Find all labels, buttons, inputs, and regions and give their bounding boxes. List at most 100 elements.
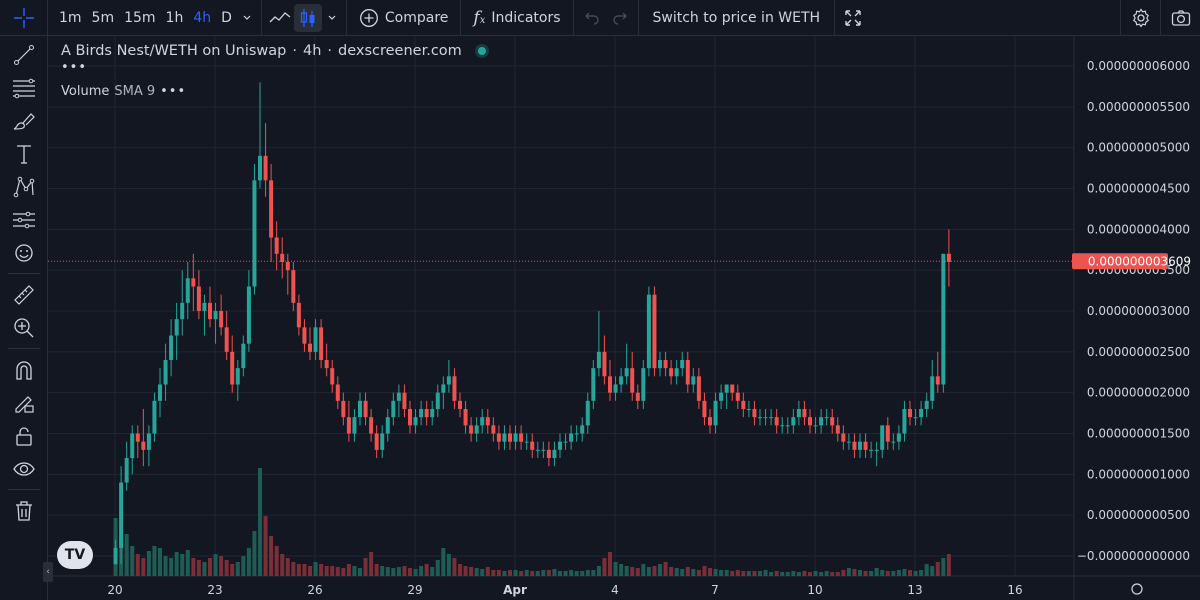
- indicators-button[interactable]: fx Indicators: [465, 0, 568, 36]
- candle-body: [769, 417, 774, 419]
- candle-body: [513, 433, 518, 442]
- volume-bar: [596, 566, 601, 576]
- candlestick-chart-icon[interactable]: [293, 3, 322, 32]
- pattern-tool-icon[interactable]: [0, 170, 48, 203]
- candle-body: [652, 294, 657, 369]
- volume-bar: [246, 548, 251, 576]
- timeframe-4h[interactable]: 4h: [193, 9, 212, 26]
- volume-bar: [908, 570, 912, 576]
- candle-body: [863, 441, 868, 450]
- candle-body: [785, 425, 790, 427]
- volume-bar: [474, 568, 479, 576]
- lock-icon[interactable]: [0, 419, 48, 452]
- volume-bar: [780, 572, 785, 576]
- brush-icon[interactable]: [0, 104, 48, 137]
- volume-bar: [802, 571, 807, 576]
- switch-price-button[interactable]: Switch to price in WETH: [652, 9, 821, 26]
- candle-body: [146, 433, 151, 450]
- timeframe-D[interactable]: D: [221, 9, 232, 26]
- volume-bar: [419, 566, 424, 576]
- candle-body: [208, 302, 212, 320]
- settings-gear-icon[interactable]: [1120, 0, 1160, 36]
- candle-body: [913, 417, 918, 419]
- price-chart[interactable]: 0.000000006000 0.000000005500 0.0000000050…: [48, 36, 1200, 600]
- volume-bar: [835, 572, 840, 576]
- volume-bar: [196, 560, 201, 576]
- candle-body: [408, 409, 412, 426]
- candle-body: [569, 433, 574, 442]
- price-tick-label: 0.000000005500: [1087, 100, 1190, 114]
- volume-bar: [430, 567, 435, 576]
- chart-type-chevron-icon[interactable]: [322, 0, 342, 36]
- volume-bar: [185, 550, 190, 576]
- fullscreen-icon[interactable]: [839, 4, 867, 32]
- candle-body: [452, 376, 457, 401]
- volume-bar: [463, 566, 468, 576]
- volume-bar: [202, 562, 207, 576]
- volume-bar: [763, 570, 768, 576]
- volume-bar: [569, 570, 574, 576]
- volume-bar: [774, 571, 779, 576]
- timeframe-1m[interactable]: 1m: [59, 9, 82, 26]
- timeframe-dropdown-chevron-icon[interactable]: [237, 0, 257, 36]
- price-tick-label: −0.000000000000: [1077, 549, 1190, 563]
- volume-bar: [285, 558, 290, 576]
- candle-body: [135, 433, 140, 442]
- compare-button[interactable]: Compare: [351, 0, 457, 36]
- horizontal-lines-icon[interactable]: [0, 71, 48, 104]
- volume-bar: [524, 570, 529, 576]
- candle-body: [885, 425, 890, 442]
- volume-bar: [469, 567, 474, 576]
- crosshair-icon[interactable]: [0, 0, 48, 36]
- lock-pencil-icon[interactable]: [0, 386, 48, 419]
- collapse-chevron-icon[interactable]: ‹: [43, 562, 53, 582]
- candle-body: [680, 360, 685, 369]
- candle-body: [558, 441, 562, 450]
- zoom-in-icon[interactable]: [0, 311, 48, 344]
- line-chart-icon[interactable]: [266, 4, 294, 32]
- candle-body: [713, 400, 718, 426]
- volume-bar: [652, 566, 657, 576]
- timeframe-15m[interactable]: 15m: [124, 9, 156, 26]
- candle-body: [874, 449, 879, 451]
- candle-body: [413, 417, 418, 426]
- candle-body: [424, 409, 429, 418]
- timeframe-1h[interactable]: 1h: [165, 9, 184, 26]
- legend-more-button[interactable]: •••: [61, 60, 88, 75]
- trend-line-icon[interactable]: [0, 38, 48, 71]
- camera-snapshot-icon[interactable]: [1160, 0, 1200, 36]
- redo-icon[interactable]: [606, 4, 634, 32]
- volume-more-button[interactable]: •••: [160, 84, 187, 99]
- emoji-icon[interactable]: [0, 236, 48, 269]
- candle-body: [152, 400, 157, 434]
- volume-bar: [191, 558, 196, 576]
- timeframe-5m[interactable]: 5m: [91, 9, 115, 26]
- volume-bar: [546, 570, 551, 576]
- forecast-tool-icon[interactable]: [0, 203, 48, 236]
- function-icon: fx: [473, 7, 486, 28]
- candle-body: [352, 417, 357, 434]
- time-axis[interactable]: 20 23 26 29 Apr 4 7 10 13 16: [107, 583, 1143, 597]
- ruler-icon[interactable]: [0, 278, 48, 311]
- volume-bar: [358, 568, 362, 576]
- volume-bar: [346, 564, 351, 576]
- volume-bar: [146, 551, 151, 576]
- candle-body: [813, 425, 818, 427]
- text-tool-icon[interactable]: [0, 137, 48, 170]
- candle-body: [919, 409, 924, 418]
- undo-icon[interactable]: [578, 4, 606, 32]
- volume-bar: [852, 569, 857, 576]
- magnet-icon[interactable]: [0, 353, 48, 386]
- candle-body: [646, 294, 651, 369]
- eye-icon[interactable]: [0, 452, 48, 485]
- volume-bar: [552, 569, 557, 576]
- price-axis[interactable]: 0.000000006000 0.000000005500 0.0000000050…: [1072, 59, 1191, 563]
- volume-bar: [558, 571, 562, 576]
- volume-legend: Volume SMA 9 •••: [61, 84, 186, 99]
- tradingview-logo[interactable]: TV: [57, 541, 93, 569]
- volume-bar: [319, 564, 324, 576]
- candle-body: [119, 482, 124, 548]
- trash-icon[interactable]: [0, 494, 48, 527]
- candle-body: [519, 433, 524, 442]
- chart-area[interactable]: 0.000000006000 0.000000005500 0.0000000050…: [48, 36, 1200, 600]
